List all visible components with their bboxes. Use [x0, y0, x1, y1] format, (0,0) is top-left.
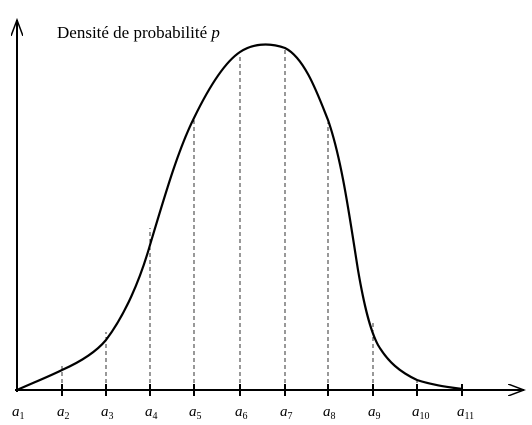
tick-symbol: a: [12, 404, 20, 420]
tick-symbol: a: [145, 404, 153, 420]
title-variable: p: [210, 23, 220, 42]
tick-subscript: 6: [243, 411, 248, 422]
tick-labels: a1 a2 a3 a4 a5 a6 a7 a8 a9 a10 a11: [12, 404, 474, 422]
tick-subscript: 11: [465, 411, 475, 422]
tick-symbol: a: [412, 404, 420, 420]
tick-subscript: 4: [153, 411, 158, 422]
tick-label: a5: [189, 404, 202, 422]
tick-subscript: 2: [65, 411, 70, 422]
tick-label: a1: [12, 404, 25, 422]
tick-label: a4: [145, 404, 158, 422]
title: Densité de probabilité p: [57, 23, 220, 42]
tick-marks: [61, 384, 463, 396]
tick-subscript: 8: [331, 411, 336, 422]
tick-subscript: 1: [20, 411, 25, 422]
tick-label: a10: [412, 404, 430, 422]
tick-symbol: a: [57, 404, 65, 420]
density-curve: [16, 43, 463, 392]
tick-label: a9: [368, 404, 381, 422]
tick-symbol: a: [368, 404, 376, 420]
tick-symbol: a: [189, 404, 197, 420]
title-text: Densité de probabilité: [57, 23, 207, 42]
tick-symbol: a: [457, 404, 465, 420]
tick-label: a2: [57, 404, 70, 422]
tick-subscript: 3: [109, 411, 114, 422]
tick-label: a11: [457, 404, 474, 422]
tick-subscript: 10: [420, 411, 430, 422]
tick-symbol: a: [235, 404, 243, 420]
tick-symbol: a: [280, 404, 288, 420]
tick-label: a8: [323, 404, 336, 422]
tick-subscript: 5: [197, 411, 202, 422]
tick-symbol: a: [101, 404, 109, 420]
tick-symbol: a: [323, 404, 331, 420]
tick-label: a3: [101, 404, 114, 422]
tick-subscript: 9: [376, 411, 381, 422]
tick-label: a7: [280, 404, 293, 422]
tick-label: a6: [235, 404, 248, 422]
dashed-lines: [61, 47, 418, 390]
tick-subscript: 7: [288, 411, 293, 422]
